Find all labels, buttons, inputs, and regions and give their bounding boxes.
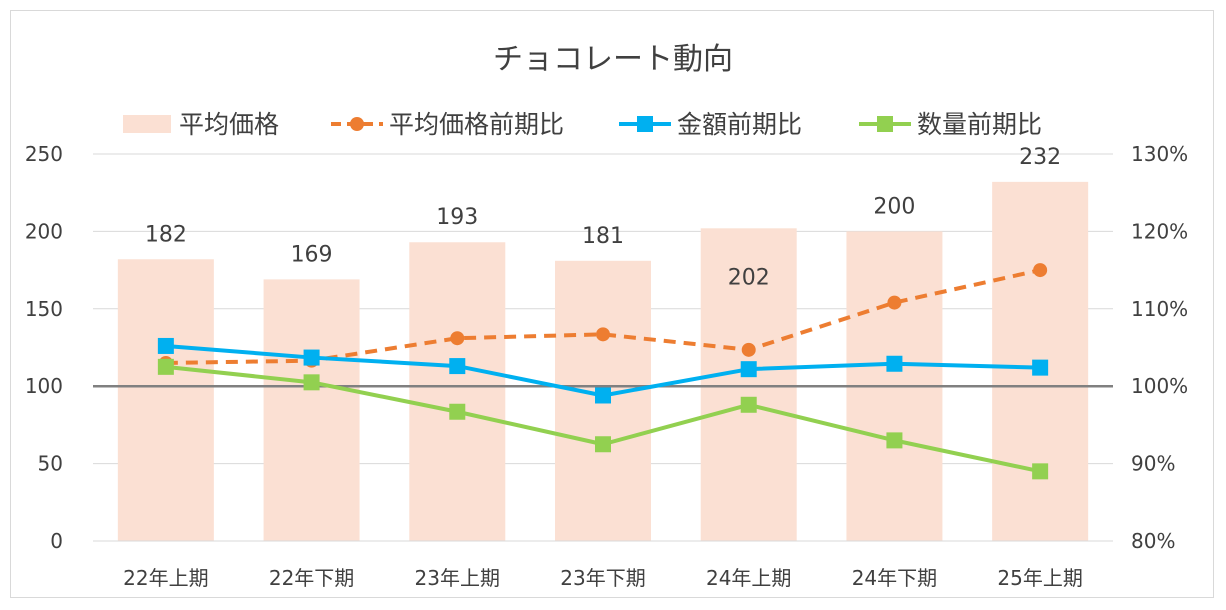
bars-layer: [117, 181, 1089, 541]
series-point: [303, 349, 320, 366]
axes-layer: 0 50 100 150 200 250 80% 90% 100% 110% 120% 130% 22年…: [25, 142, 1188, 590]
legend-marker-price-ratio: [350, 117, 364, 131]
bar-data-label: 182: [145, 222, 187, 247]
bar-data-label: 232: [1019, 145, 1061, 170]
series-point: [740, 361, 757, 378]
bar-data-label: 200: [873, 194, 915, 219]
y-right-tick-label: 100%: [1131, 374, 1188, 398]
x-tick-label: 24年上期: [706, 566, 791, 590]
series-point: [886, 432, 903, 449]
bar: [117, 259, 214, 541]
x-tick-label: 22年上期: [123, 566, 208, 590]
y-right-tick-label: 120%: [1131, 219, 1188, 243]
series-point: [157, 337, 174, 354]
x-tick-label: 24年下期: [852, 566, 937, 590]
chart-title: チョコレート動向: [493, 42, 733, 77]
legend-label-amount-ratio: 金額前期比: [677, 110, 802, 139]
bar-data-label: 181: [582, 224, 624, 249]
y-left-tick-label: 200: [25, 219, 63, 243]
legend-label-bar: 平均価格: [179, 110, 279, 139]
y-left-tick-label: 100: [25, 374, 63, 398]
series-point: [449, 358, 466, 375]
legend-label-price-ratio: 平均価格前期比: [389, 110, 564, 139]
bar: [700, 228, 797, 541]
legend: 平均価格 平均価格前期比 金額前期比 数量前期比: [123, 110, 1042, 139]
legend-marker-amount-ratio: [637, 116, 653, 132]
series-point: [596, 327, 610, 342]
legend-swatch-bar: [123, 115, 171, 133]
y-left-tick-label: 150: [25, 297, 63, 321]
series-point: [1032, 463, 1049, 480]
labels-layer: 182 169 193 181 202 200 232: [145, 145, 1061, 290]
y-right-tick-label: 80%: [1131, 529, 1175, 553]
series-point: [303, 374, 320, 391]
series-point: [887, 295, 902, 310]
y-right-tick-label: 130%: [1131, 142, 1188, 166]
chart-svg: チョコレート動向 平均価格 平均価格前期比 金額前期比 数量前期比 182 169…: [25, 42, 1188, 590]
series-point: [886, 355, 903, 372]
x-tick-label: 23年上期: [415, 566, 500, 590]
x-tick-label: 22年下期: [269, 566, 354, 590]
x-tick-label: 25年上期: [997, 566, 1082, 590]
y-right-tick-label: 110%: [1131, 297, 1188, 321]
series-point: [450, 331, 465, 346]
series-point: [740, 396, 757, 413]
legend-marker-quantity-ratio: [877, 116, 893, 132]
bar-data-label: 169: [291, 242, 333, 267]
series-point: [595, 387, 611, 404]
series-point: [741, 342, 756, 357]
chart-frame: チョコレート動向 平均価格 平均価格前期比 金額前期比 数量前期比 182 169…: [10, 10, 1214, 598]
series-point: [449, 403, 466, 420]
lines-layer: [157, 263, 1049, 480]
bar-data-label: 202: [728, 265, 770, 290]
series-point: [595, 436, 611, 453]
series-point: [1033, 263, 1048, 278]
series-point: [1032, 359, 1049, 376]
y-left-tick-label: 50: [38, 452, 63, 476]
bar: [409, 242, 506, 541]
bar-data-label: 193: [436, 205, 478, 230]
y-right-tick-label: 90%: [1131, 452, 1175, 476]
y-left-tick-label: 250: [25, 142, 63, 166]
y-left-tick-label: 0: [50, 529, 63, 553]
x-tick-label: 23年下期: [560, 566, 645, 590]
series-point: [157, 358, 174, 375]
bar: [263, 279, 360, 541]
legend-label-quantity-ratio: 数量前期比: [917, 110, 1042, 139]
